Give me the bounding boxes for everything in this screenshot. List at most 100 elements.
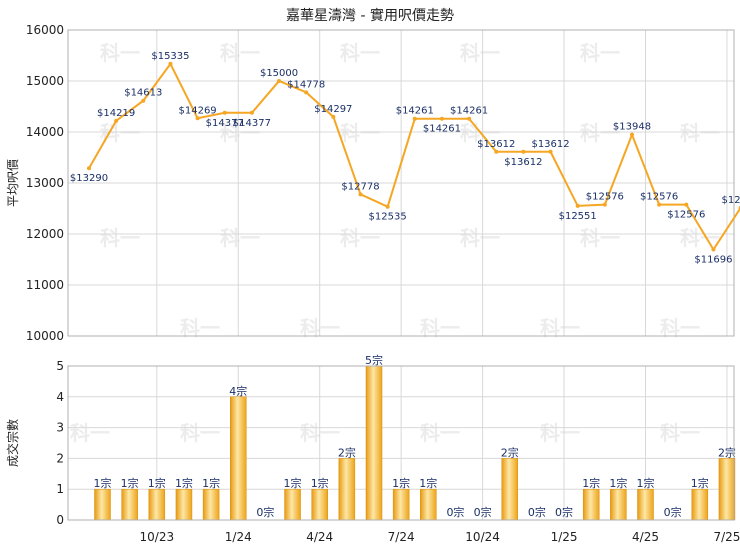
- x-tick-label: 4/25: [632, 530, 659, 544]
- volume-data-label: 1宗: [637, 476, 655, 490]
- price-data-label: $12576: [586, 192, 624, 203]
- price-point: [168, 61, 173, 66]
- volume-y-tick-label: 0: [56, 513, 64, 527]
- volume-y-axis-label: 成交宗數: [5, 419, 20, 467]
- volume-bar: [230, 396, 247, 521]
- volume-bar: [148, 488, 166, 521]
- volume-data-label: 1宗: [311, 476, 329, 490]
- volume-y-tick-label: 1: [56, 482, 64, 496]
- price-y-tick-label: 11000: [26, 278, 64, 292]
- x-tick-label: 1/25: [551, 530, 578, 544]
- volume-data-label: 1宗: [609, 476, 627, 490]
- volume-y-tick-label: 2: [56, 451, 64, 465]
- price-point: [630, 132, 634, 137]
- price-data-label: $12778: [341, 181, 379, 192]
- volume-y-tick-label: 3: [56, 421, 64, 435]
- volume-bar: [175, 488, 193, 521]
- volume-data-label: 1宗: [202, 476, 220, 490]
- price-point: [385, 204, 390, 209]
- price-y-tick-label: 16000: [26, 23, 64, 37]
- price-data-label: $13612: [504, 157, 542, 168]
- watermark-text: 科一: [100, 121, 140, 145]
- price-data-label: $14261: [423, 124, 461, 135]
- price-data-label: $14613: [124, 88, 162, 99]
- x-tick-label: 10/23: [140, 530, 175, 544]
- watermark-text: 科一: [340, 226, 380, 250]
- price-data-label: $14219: [97, 108, 135, 119]
- price-point: [195, 116, 200, 121]
- price-data-label: $13290: [70, 173, 108, 184]
- watermark-text: 科一: [100, 226, 140, 250]
- x-tick-label: 7/24: [388, 530, 415, 544]
- price-y-tick-label: 13000: [26, 176, 64, 190]
- watermark-text: 科一: [70, 421, 110, 445]
- volume-data-label: 0宗: [474, 505, 492, 519]
- price-grid: [68, 29, 734, 337]
- volume-bar: [610, 488, 627, 521]
- volume-bar: [392, 488, 410, 521]
- watermark-text: 科一: [340, 41, 380, 65]
- price-data-label: $14261: [450, 106, 488, 117]
- price-point: [575, 203, 580, 208]
- volume-bar: [202, 488, 220, 521]
- x-tick-label: 10/24: [465, 530, 500, 544]
- price-line: [88, 62, 740, 252]
- watermark-text: 科一: [660, 421, 700, 445]
- price-data-label: $14297: [314, 104, 352, 115]
- volume-data-label: 2宗: [501, 445, 519, 459]
- price-point: [684, 202, 689, 207]
- x-tick-label: 1/24: [225, 530, 252, 544]
- price-data-label: $12551: [559, 211, 597, 222]
- watermark-text: 科一: [580, 121, 620, 145]
- price-data-label: $13612: [531, 139, 569, 150]
- price-point: [521, 149, 526, 154]
- price-data-label: $11696: [694, 255, 732, 266]
- watermark-text: 科一: [540, 421, 580, 445]
- volume-data-label: 5宗: [365, 353, 383, 367]
- volume-data-label: 0宗: [256, 505, 274, 519]
- volume-data-label: 4宗: [229, 384, 247, 398]
- price-y-tick-label: 12000: [26, 227, 64, 241]
- price-data-label: $14377: [233, 118, 271, 129]
- price-y-tick-label: 15000: [26, 74, 64, 88]
- volume-data-label: 1宗: [148, 476, 166, 490]
- volume-bar: [637, 488, 654, 521]
- volume-y-ticks: 0 1 2 3 4 5: [56, 359, 64, 527]
- volume-bar: [284, 488, 301, 521]
- price-plot-frame: [67, 29, 735, 337]
- price-point: [412, 116, 417, 121]
- volume-data-label: 1宗: [175, 476, 193, 490]
- volume-data-label: 0宗: [664, 505, 682, 519]
- watermark-text: 科一: [100, 41, 140, 65]
- volume-bar: [94, 488, 111, 521]
- price-data-label: $13612: [477, 139, 515, 150]
- volume-bar: [365, 365, 383, 521]
- volume-bar: [420, 488, 437, 521]
- watermark-text: 科一: [420, 421, 460, 445]
- watermark-text: 科一: [220, 226, 260, 250]
- price-point: [439, 116, 444, 121]
- volume-bar: [691, 488, 709, 521]
- watermark-text: 科一: [680, 121, 720, 145]
- x-tick-label: 4/24: [306, 530, 333, 544]
- volume-data-label: 1宗: [94, 476, 112, 490]
- volume-data-label: 0宗: [528, 505, 546, 519]
- watermark-text: 科一: [180, 421, 220, 445]
- price-point: [141, 98, 146, 103]
- price-point: [602, 202, 607, 207]
- volume-bar: [121, 488, 138, 521]
- price-data-label: $14377: [206, 118, 244, 129]
- price-point: [277, 79, 282, 83]
- price-data-label: $12576: [667, 210, 705, 221]
- watermark-text: 科一: [220, 121, 260, 145]
- price-data-label: $12535: [369, 212, 407, 223]
- price-point: [548, 149, 553, 154]
- watermark-text: 科一: [580, 226, 620, 250]
- volume-data-label: 2宗: [718, 445, 736, 459]
- volume-data-label: 1宗: [121, 476, 139, 490]
- x-tick-label: 7/25: [713, 530, 740, 544]
- price-data-label: $14261: [396, 106, 434, 117]
- volume-data-label: 1宗: [582, 476, 600, 490]
